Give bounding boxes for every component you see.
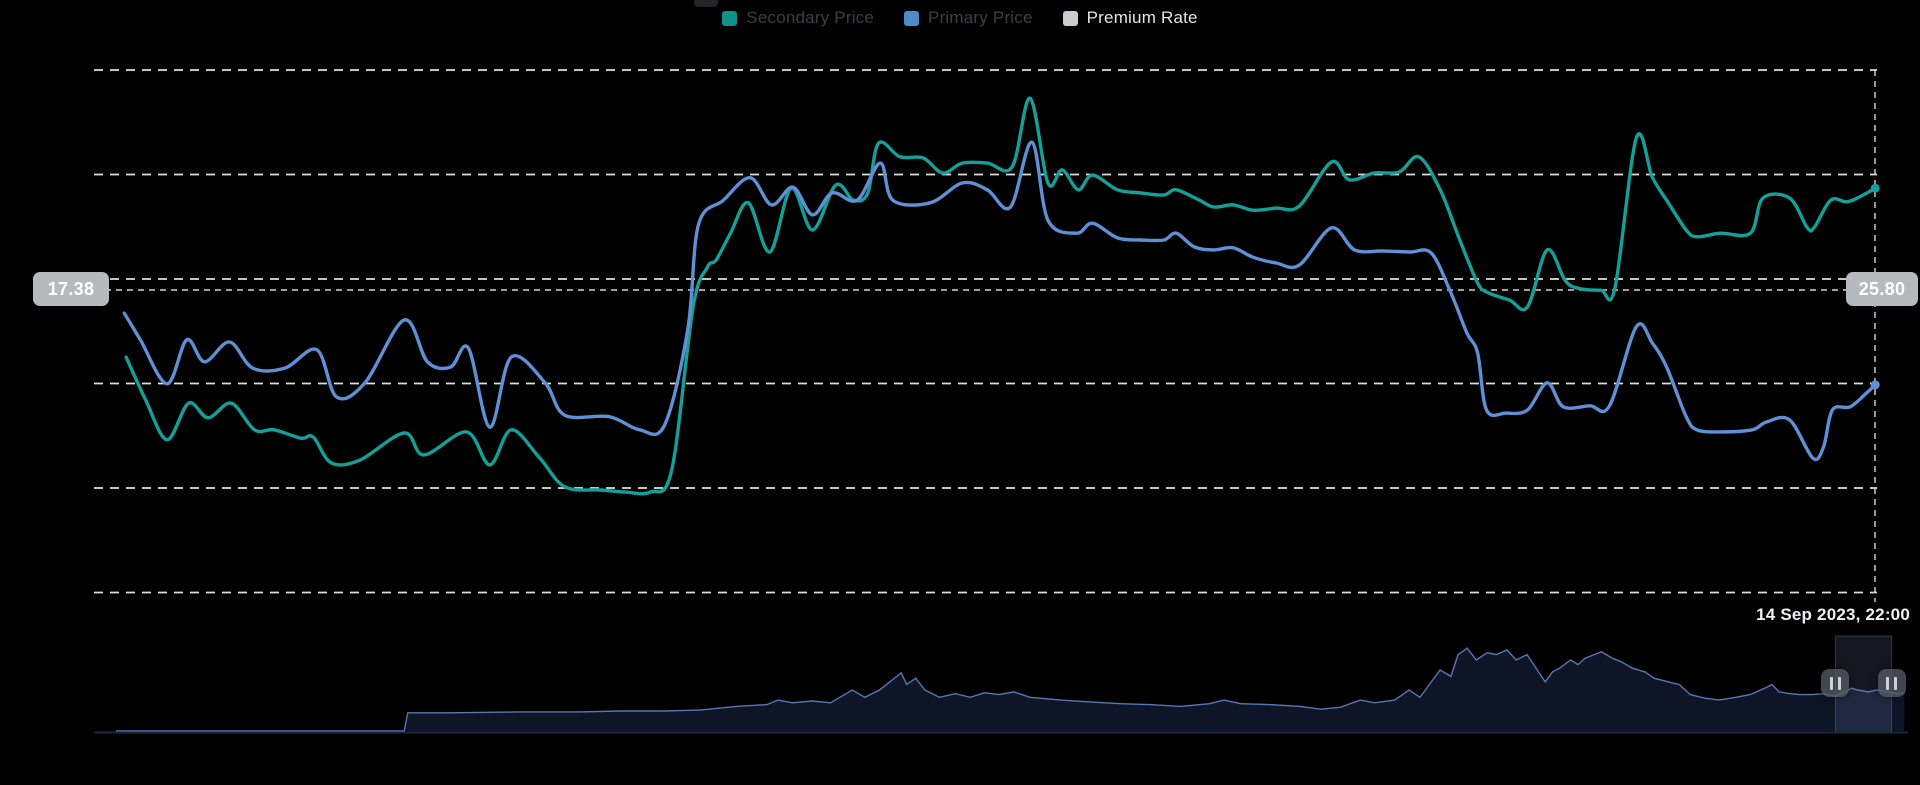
left-axis-pointer-badge: 17.38 [33,272,109,306]
right-axis-pointer-badge: 25.80 [1846,272,1918,306]
legend-marker-icon [722,10,738,26]
pause-icon [1886,676,1890,690]
legend-marker-icon [1062,10,1078,26]
primary-price-line [122,140,1877,462]
legend: Secondary Price Primary Price Premium Rate [0,6,1920,30]
main-grid [94,69,1877,594]
primary-price-endpoint-dot [1870,380,1880,390]
pause-icon [1837,676,1841,690]
series-group [122,96,1880,496]
legend-marker-icon [904,10,920,26]
navigator[interactable] [115,635,1905,733]
nav-handle-right[interactable] [1877,669,1906,697]
legend-label: Secondary Price [746,8,875,27]
secondary-price-line [124,96,1877,496]
pause-icon [1829,676,1833,690]
pause-icon [1894,676,1898,690]
legend-label: Premium Rate [1086,8,1198,27]
legend-label: Primary Price [928,8,1033,27]
nav-line [115,647,1905,732]
legend-item-primary-price[interactable]: Primary Price [904,8,1033,28]
secondary-price-endpoint-dot [1870,183,1880,193]
nav-handle-left[interactable] [1821,669,1850,697]
clipped-tooltip-fragment [694,0,718,7]
legend-item-premium-rate[interactable]: Premium Rate [1062,8,1198,28]
legend-item-secondary-price[interactable]: Secondary Price [722,8,874,28]
crosshair-date-label: 14 Sep 2023, 22:00 [1756,605,1910,624]
nav-area [115,648,1905,731]
